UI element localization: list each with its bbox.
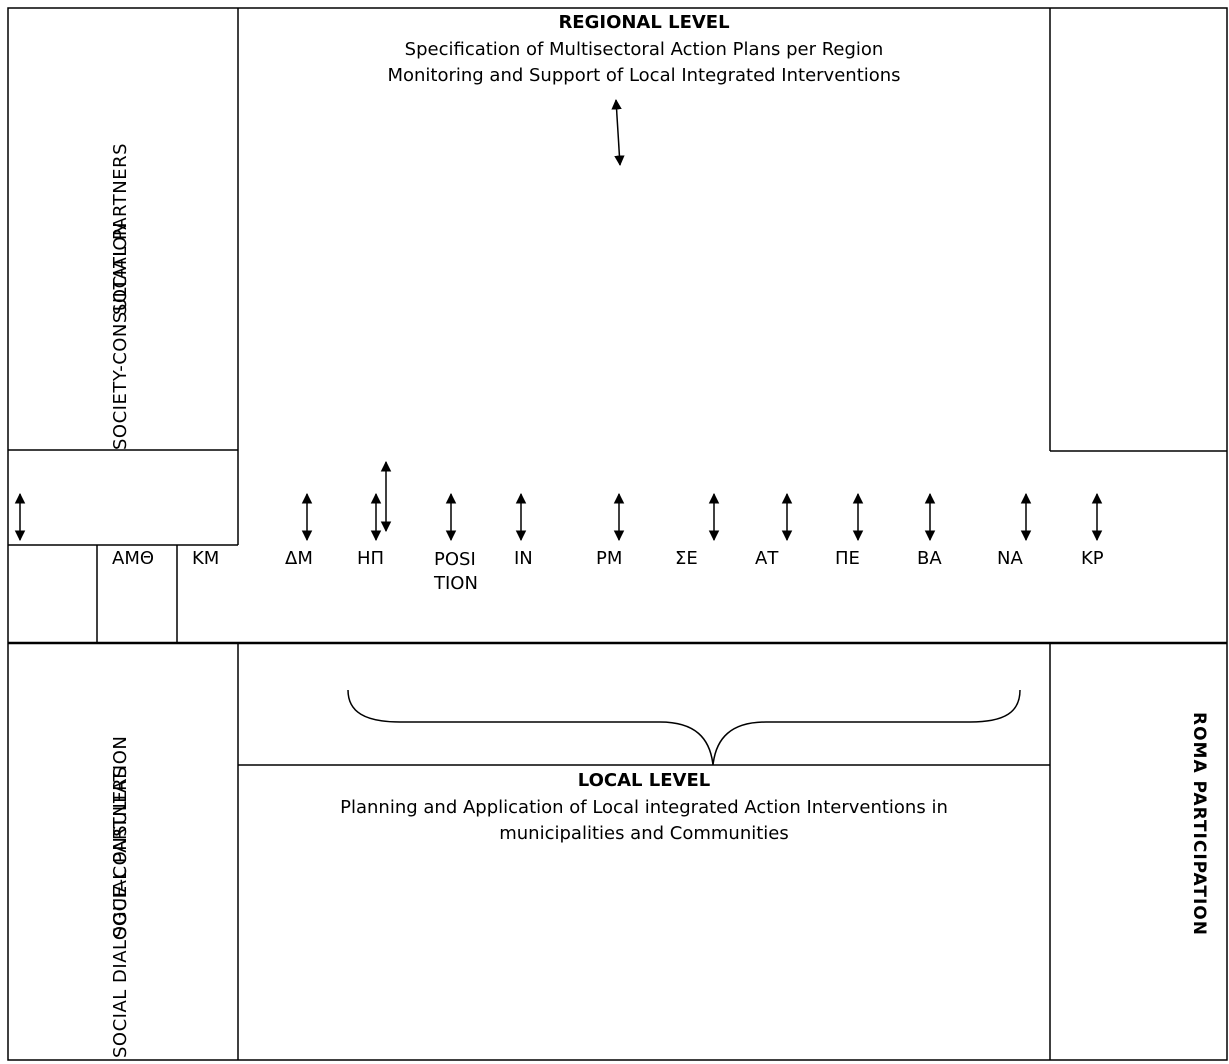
region-code: ΙΝ [514,548,533,569]
region-code: ΡΜ [596,548,623,569]
regional-level-line-1: Specification of Multisectoral Action Pl… [404,39,884,60]
roma-participation-label: ROMA PARTICIPATION [1189,712,1209,936]
curly-brace [347,689,1021,766]
region-code: ΔΜ [285,548,313,569]
local-level-title: LOCAL LEVEL [577,770,711,791]
regional-local-link-arrow [611,98,625,167]
outer-frame [7,7,1228,1061]
region-code: ΚΜ [192,548,220,569]
region-code: ΝΑ [997,548,1023,569]
region-code: ΑΤ [755,548,779,569]
region-code: ΒΑ [917,548,942,569]
region-code: ΠΕ [835,548,860,569]
region-code: ΑΜΘ [112,548,155,569]
local-level-line-1: Planning and Application of Local integr… [340,797,948,818]
region-code: ΗΠ [357,548,385,569]
local-level-line-2: municipalities and Communities [499,823,789,844]
regional-level-line-2: Monitoring and Support of Local Integrat… [387,65,901,86]
region-code: POSITION [434,549,478,594]
regional-level-title: REGIONAL LEVEL [558,12,730,33]
top-left-label-b: SOCIAL PARTNERS [110,143,131,316]
region-code: ΚΡ [1081,548,1104,569]
region-code: ΣΕ [675,548,698,569]
bottom-left-label-b: SOCIAL PARTNERS [110,765,131,938]
